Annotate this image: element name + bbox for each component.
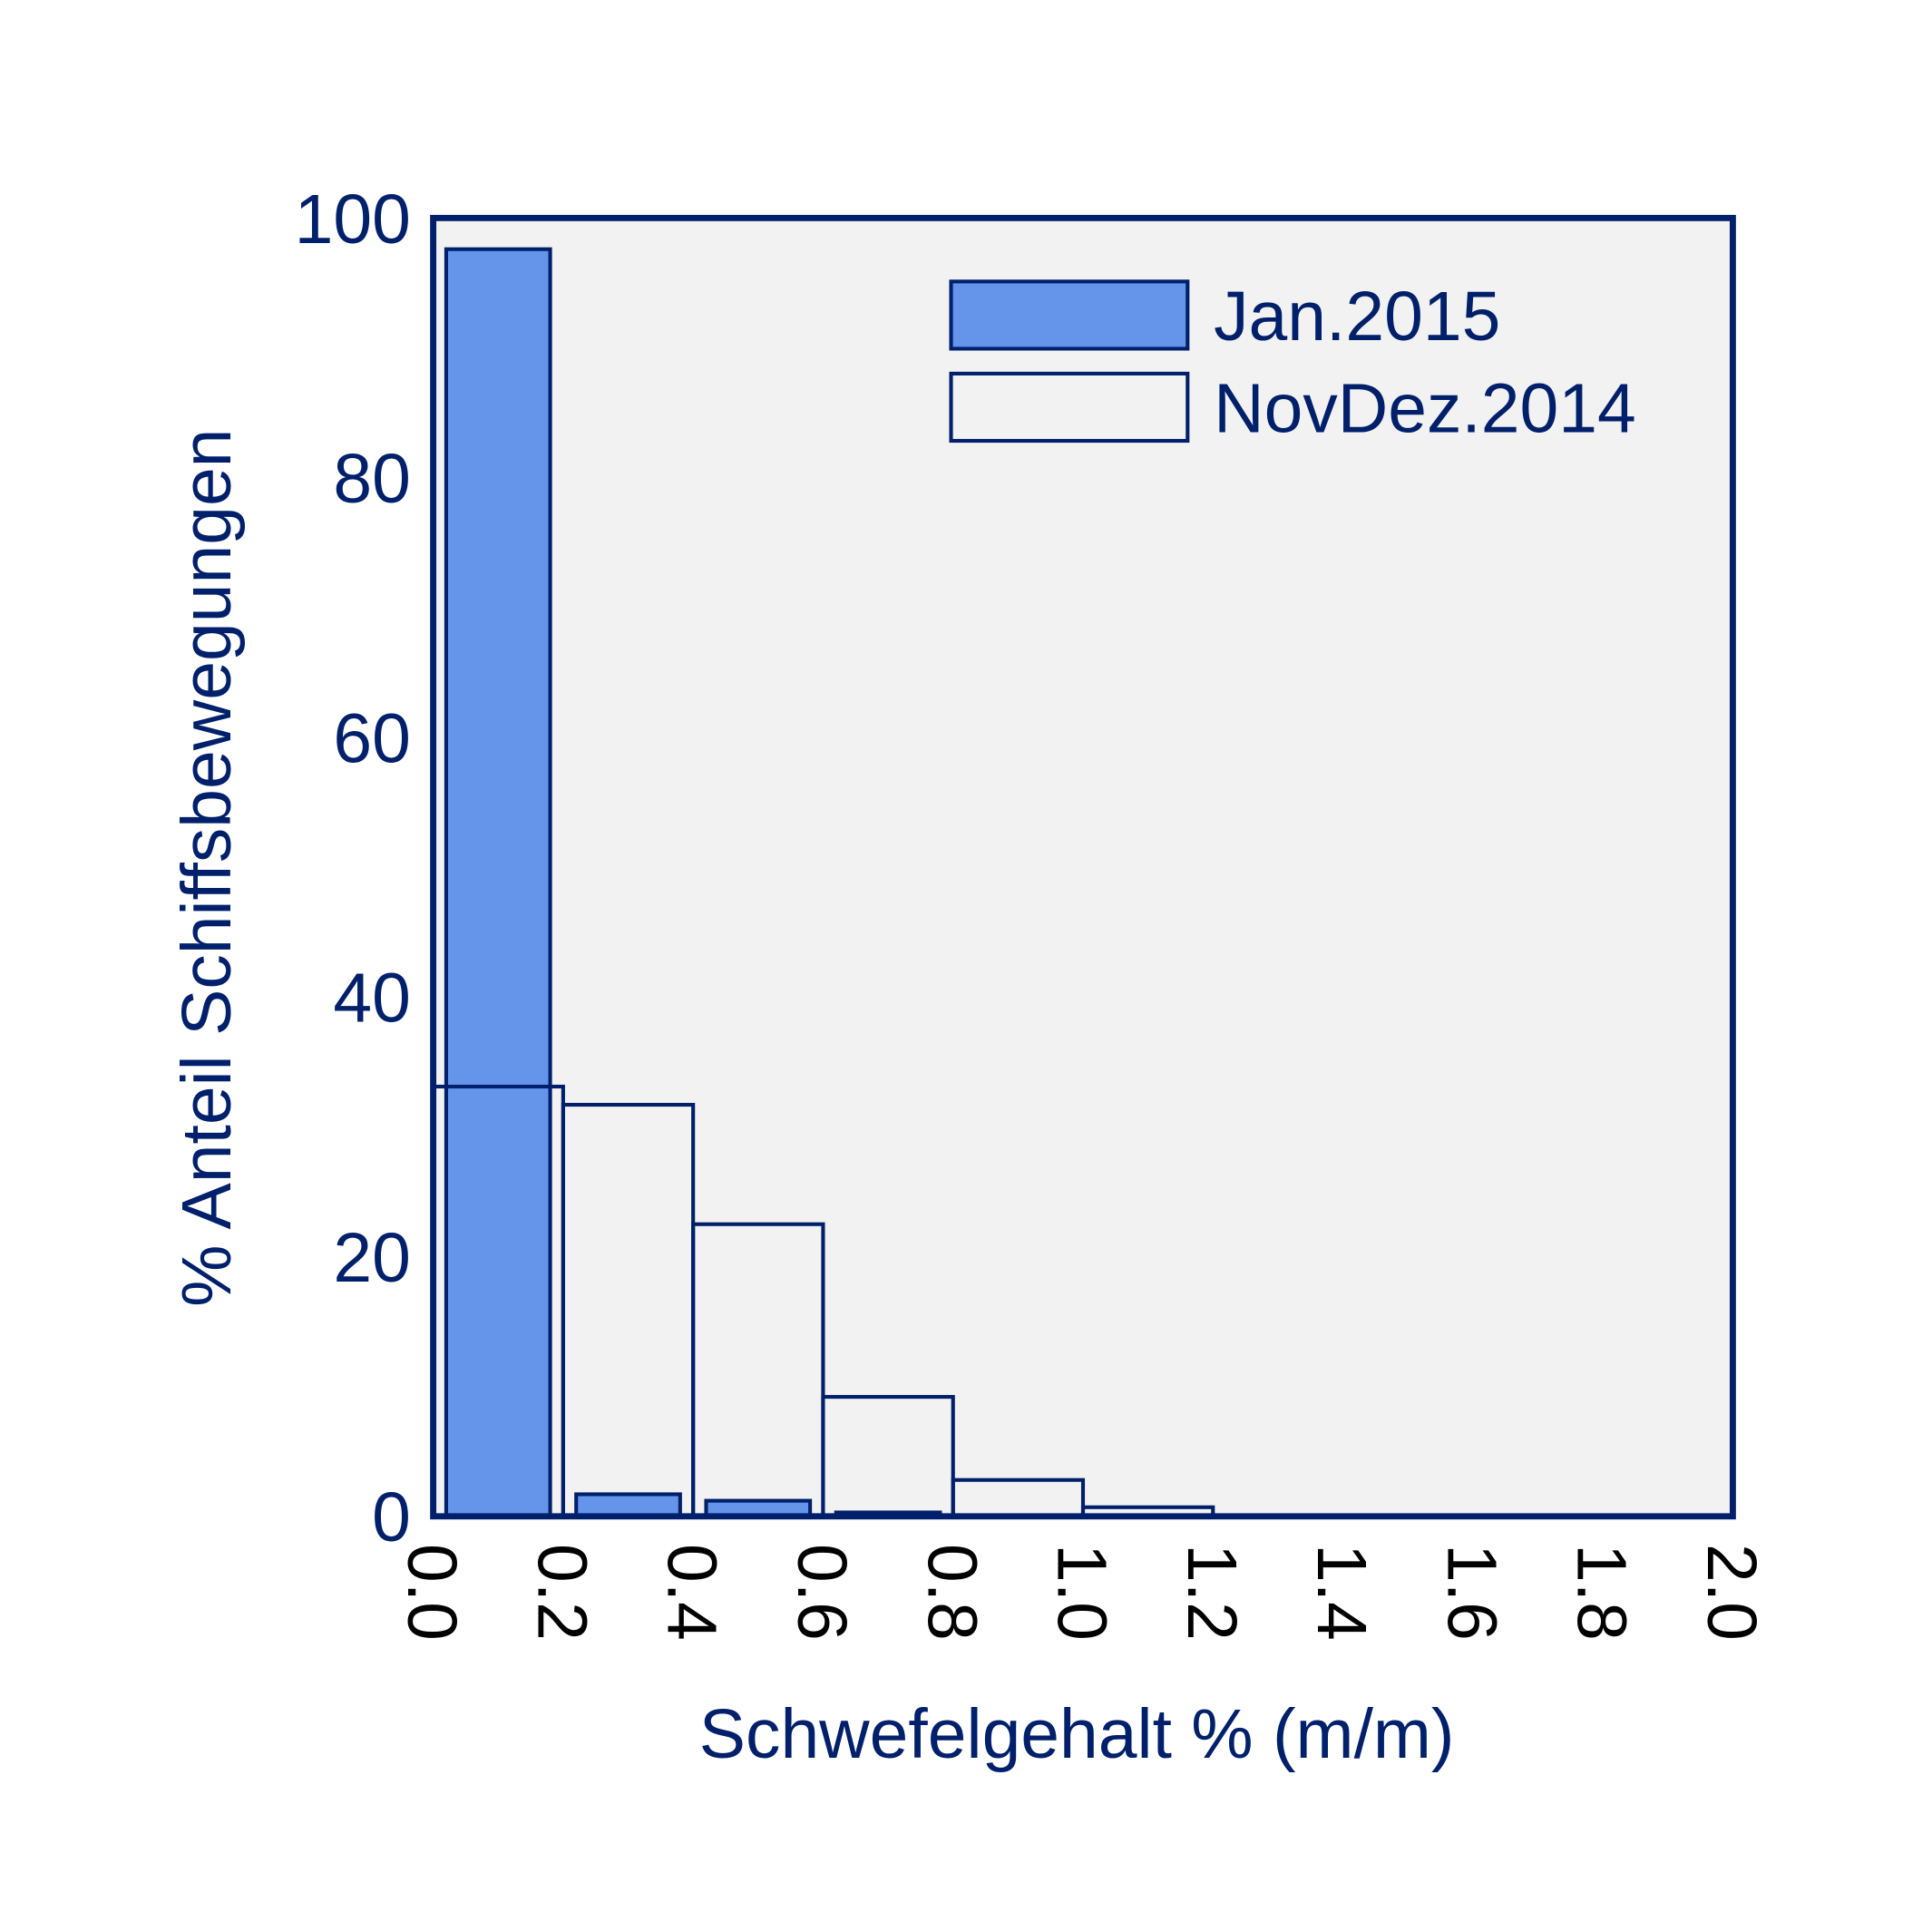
y-tick-label: 0 — [372, 1478, 411, 1556]
legend-label-jan: Jan.2015 — [1214, 278, 1500, 356]
y-tick-label: 40 — [333, 960, 410, 1038]
plot-frame — [430, 214, 1736, 1520]
legend-label-nov: NovDez.2014 — [1214, 369, 1636, 447]
x-tick-label: 1.2 — [1173, 1544, 1251, 1641]
y-tick-label: 60 — [333, 699, 410, 777]
x-tick-label: 1.4 — [1303, 1544, 1381, 1641]
y-tick-label: 20 — [333, 1219, 410, 1297]
legend: Jan.2015 NovDez.2014 — [949, 278, 1636, 447]
x-tick-label: 1.8 — [1563, 1544, 1641, 1641]
x-tick-label: 0.4 — [653, 1544, 731, 1641]
x-tick-label: 1.6 — [1432, 1544, 1510, 1641]
legend-swatch-nov — [949, 371, 1190, 444]
x-tick-label: 0.0 — [393, 1544, 471, 1641]
x-tick-label: 0.2 — [522, 1544, 600, 1641]
x-axis-label: Schwefelgehalt % (m/m) — [699, 1695, 1455, 1773]
plot-background — [433, 218, 1733, 1517]
x-tick-label: 0.6 — [783, 1544, 861, 1641]
x-tick-label: 2.0 — [1693, 1544, 1771, 1641]
bar-jan2015-0 — [444, 247, 552, 1518]
legend-swatch-jan — [949, 279, 1190, 351]
x-tick-label: 0.8 — [912, 1544, 990, 1641]
bar-jan2015-1 — [574, 1492, 682, 1518]
y-axis-label: % Anteil Schiffsbewegungen — [168, 429, 246, 1307]
y-tick-label: 80 — [333, 440, 410, 518]
x-tick-label: 1.0 — [1043, 1544, 1121, 1641]
y-tick-label: 100 — [295, 180, 411, 258]
